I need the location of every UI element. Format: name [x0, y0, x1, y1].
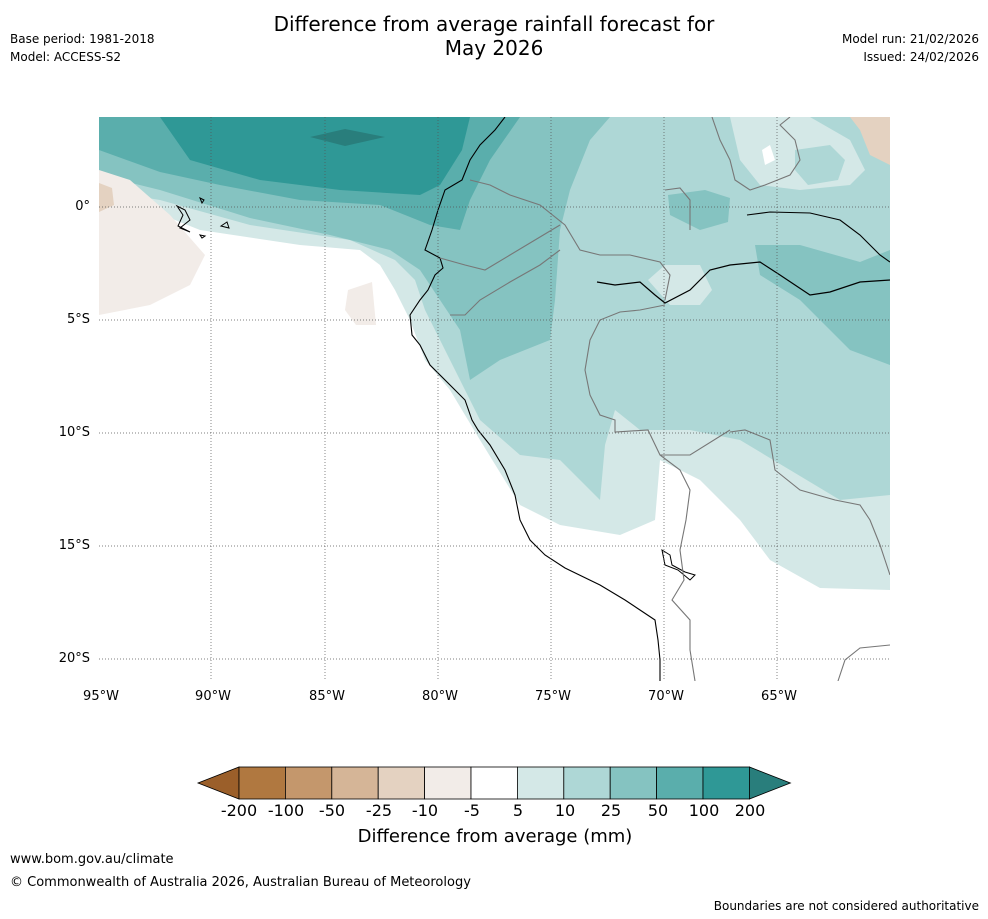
colorbar-tick: -50 — [318, 801, 346, 820]
map-title: Difference from average rainfall forecas… — [0, 12, 988, 60]
colorbar-tick: 25 — [600, 801, 622, 820]
rainfall-anomaly-fields — [99, 117, 890, 681]
lat-label-15s: 15°S — [58, 538, 90, 553]
colorbar-swatches — [196, 766, 792, 800]
coastline — [409, 117, 661, 681]
colorbar-tick: -10 — [411, 801, 439, 820]
lon-label-95w: 95°W — [83, 689, 119, 704]
lat-label-20s: 20°S — [58, 651, 90, 666]
colorbar-swatch — [702, 766, 750, 800]
colorbar-tick: 50 — [647, 801, 669, 820]
colorbar-label: Difference from average (mm) — [357, 826, 633, 847]
amazon-river — [596, 261, 890, 304]
rio-negro-river — [746, 211, 890, 263]
colorbar-swatch — [656, 766, 704, 800]
title-line-2: May 2026 — [444, 36, 544, 60]
galapagos-islands — [175, 196, 230, 239]
issued-text: Issued: 24/02/2026 — [863, 50, 979, 64]
lon-label-90w: 90°W — [195, 689, 231, 704]
metadata-left: Base period: 1981-2018 Model: ACCESS-S2 — [10, 30, 155, 66]
model-run-text: Model run: 21/02/2026 — [841, 32, 979, 46]
country-borders — [439, 117, 890, 681]
lat-label-5s: 5°S — [66, 312, 90, 327]
colorbar-swatch — [424, 766, 472, 800]
anomaly-25-50-region-east — [755, 245, 890, 365]
colorbar-swatch — [516, 766, 565, 800]
anomaly-10-25-pocket-north — [795, 145, 845, 185]
title-line-1: Difference from average rainfall forecas… — [273, 12, 715, 36]
lake-titicaca — [661, 548, 696, 581]
anomaly-100-200-region — [160, 117, 470, 195]
colorbar-tick: 200 — [734, 801, 766, 820]
disclaimer-text: Boundaries are not considered authoritat… — [713, 899, 979, 913]
colorbar — [196, 766, 792, 800]
metadata-right: Model run: 21/02/2026 Issued: 24/02/2026 — [842, 30, 979, 66]
lon-label-75w: 75°W — [535, 689, 571, 704]
colorbar-swatch — [196, 766, 240, 800]
lon-label-65w: 65°W — [761, 689, 797, 704]
gridlines — [99, 117, 890, 681]
anomaly-below-5-pocket — [762, 145, 775, 165]
colorbar-swatch — [749, 766, 792, 800]
lon-label-80w: 80°W — [422, 689, 458, 704]
lon-label-70w: 70°W — [648, 689, 684, 704]
colorbar-swatch — [377, 766, 425, 800]
base-period-text: Base period: 1981-2018 — [10, 32, 155, 46]
lat-label-10s: 10°S — [58, 425, 90, 440]
colorbar-swatch — [331, 766, 379, 800]
colorbar-tick: 10 — [554, 801, 576, 820]
lon-label-85w: 85°W — [309, 689, 345, 704]
lat-label-0: 0° — [75, 199, 90, 214]
anomaly-minus-10-region-pacific — [99, 183, 114, 212]
colorbar-tick: -25 — [365, 801, 393, 820]
colorbar-swatch — [470, 766, 518, 800]
website-link[interactable]: www.bom.gov.au/climate — [10, 852, 174, 867]
colorbar-swatch — [609, 766, 658, 800]
model-text: Model: ACCESS-S2 — [10, 50, 122, 64]
anomaly-minus-10-region-northeast — [850, 117, 890, 165]
anomaly-over-200-region — [310, 129, 385, 146]
colorbar-tick: -200 — [220, 801, 258, 820]
colorbar-swatch — [238, 766, 286, 800]
colorbar-tick: -5 — [464, 801, 480, 820]
colorbar-tick: -100 — [267, 801, 305, 820]
colorbar-swatch — [563, 766, 611, 800]
anomaly-minus-5-region-offshore — [345, 282, 376, 325]
copyright-text: © Commonwealth of Australia 2026, Austra… — [10, 875, 471, 890]
colorbar-swatch — [285, 766, 333, 800]
anomaly-minus-5-region-pacific — [99, 170, 205, 315]
colorbar-tick: 100 — [688, 801, 720, 820]
anomaly-25-50-region-north — [668, 190, 730, 230]
colorbar-tick: 5 — [512, 801, 524, 820]
